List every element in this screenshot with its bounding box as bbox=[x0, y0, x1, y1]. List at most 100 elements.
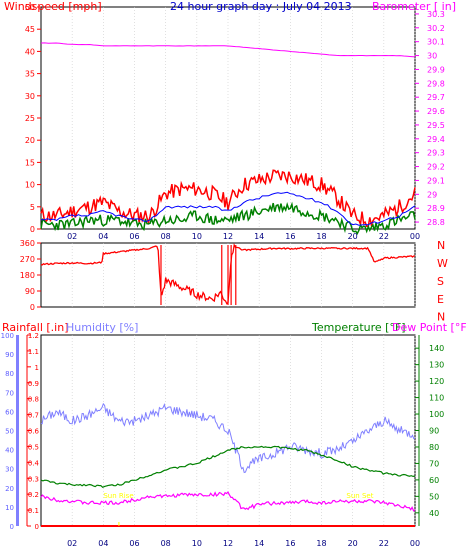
humidity-y-axis: 0 10 20 30 40 50 60 70 80 90 100 bbox=[1, 332, 19, 531]
climate-x-tick-label: 12 bbox=[223, 539, 233, 548]
compass-label: S bbox=[437, 275, 444, 288]
rain-y-tick-label: 0.1 bbox=[28, 507, 39, 515]
barometer-y-tick-label: 30.1 bbox=[427, 38, 445, 47]
wind-y-tick-label: 25 bbox=[25, 114, 35, 123]
humidity-y-tick-label: 70 bbox=[5, 389, 14, 397]
barometer-y-tick-label: 30.3 bbox=[427, 10, 445, 19]
direction-y-tick-label: 270 bbox=[20, 255, 35, 264]
humidity-y-tick-label: 20 bbox=[5, 485, 14, 493]
climate-series bbox=[40, 402, 416, 527]
wind-x-tick-label: 08 bbox=[161, 232, 171, 241]
barometer-y-tick-label: 29.8 bbox=[427, 79, 445, 88]
temperature-y-tick-label: 120 bbox=[429, 377, 444, 386]
humidity-y-tick-label: 60 bbox=[5, 408, 14, 416]
wind-y-tick-label: 50 bbox=[25, 3, 35, 12]
rain-y-tick-label: 0.5 bbox=[28, 443, 39, 451]
temperature-y-tick-label: 130 bbox=[429, 361, 444, 370]
climate-x-tick-label: 22 bbox=[379, 539, 389, 548]
climate-x-tick-label: 10 bbox=[192, 539, 202, 548]
wind-x-tick-label: 18 bbox=[316, 232, 326, 241]
wind-y-tick-label: 35 bbox=[25, 70, 35, 79]
direction-y-tick-label: 360 bbox=[20, 239, 35, 248]
rain-y-axis: 0 0.1 0.2 0.3 0.4 0.5 0.6 0.7 0.8 0.9 1 1.1 1.2 bbox=[26, 332, 40, 531]
direction-series bbox=[40, 243, 415, 305]
wind-series bbox=[40, 42, 416, 236]
rain-y-tick-label: 1 bbox=[35, 364, 39, 372]
rain-y-tick-label: 0.3 bbox=[28, 475, 39, 483]
compass-label: E bbox=[437, 293, 444, 306]
dewpoint-line bbox=[40, 491, 416, 512]
temperature-label: Temperature [°F] bbox=[311, 321, 406, 334]
compass-label: N bbox=[437, 311, 445, 324]
rain-humidity-temp-panel: 0 0.1 0.2 0.3 0.4 0.5 0.6 0.7 0.8 0.9 1 1.1 1.2 0 10 2… bbox=[1, 321, 466, 548]
climate-x-tick-label: 00 bbox=[410, 539, 420, 548]
rain-y-tick-label: 1.1 bbox=[28, 348, 39, 356]
windspeed-label: Windspeed [mph] bbox=[4, 0, 102, 13]
rain-y-tick-label: 0.9 bbox=[28, 380, 39, 388]
wind-x-tick-label: 12 bbox=[223, 232, 233, 241]
barometer-y-tick-label: 29 bbox=[427, 190, 437, 199]
humidity-y-tick-label: 40 bbox=[5, 447, 14, 455]
direction-y-tick-label: 180 bbox=[20, 271, 35, 280]
rain-y-tick-label: 0.4 bbox=[28, 459, 40, 467]
wind-y-tick-label: 5 bbox=[30, 203, 35, 212]
wind-y-tick-label: 40 bbox=[25, 47, 35, 56]
wind-y-tick-label: 20 bbox=[25, 136, 35, 145]
barometer-y-tick-label: 29.9 bbox=[427, 65, 445, 74]
climate-grid bbox=[71, 335, 416, 526]
rain-y-tick-label: 0.6 bbox=[28, 428, 40, 436]
wind-y-tick-label: 10 bbox=[25, 181, 35, 190]
temperature-y-tick-label: 70 bbox=[429, 459, 439, 468]
barometer-y-tick-label: 29.1 bbox=[427, 176, 445, 185]
wind-y-tick-label: 30 bbox=[25, 92, 35, 101]
barometer-y-tick-label: 29.4 bbox=[427, 135, 445, 144]
temperature-y-tick-label: 110 bbox=[429, 394, 444, 403]
humidity-y-tick-label: 50 bbox=[5, 428, 14, 436]
wind-x-tick-label: 00 bbox=[410, 232, 420, 241]
wind-average-line bbox=[40, 201, 416, 236]
barometer-y-tick-label: 29.3 bbox=[427, 149, 445, 158]
temperature-y-axis: 40 50 60 70 80 90 100 110 120 130 140 bbox=[415, 335, 444, 526]
temperature-y-tick-label: 100 bbox=[429, 410, 444, 419]
humidity-y-tick-label: 80 bbox=[5, 370, 14, 378]
climate-x-tick-label: 20 bbox=[348, 539, 358, 548]
humidity-y-tick-label: 90 bbox=[5, 351, 14, 359]
climate-x-tick-label: 06 bbox=[129, 539, 139, 548]
rain-y-tick-label: 1.2 bbox=[28, 332, 39, 340]
wind-x-tick-label: 14 bbox=[254, 232, 264, 241]
dewpoint-label: Dew Point [°F] bbox=[392, 321, 466, 334]
wind-x-tick-label: 20 bbox=[348, 232, 358, 241]
wind-x-tick-label: 02 bbox=[67, 232, 77, 241]
humidity-line bbox=[40, 402, 416, 474]
barometer-y-tick-label: 29.5 bbox=[427, 121, 445, 130]
wind-x-tick-label: 10 bbox=[192, 232, 202, 241]
barometer-y-tick-label: 30 bbox=[427, 52, 437, 61]
temperature-y-tick-label: 60 bbox=[429, 476, 439, 485]
barometer-y-axis: 28.8 28.9 29 29.1 29.2 29.3 29.4 29.5 29.6 29.7 29… bbox=[415, 10, 445, 227]
rain-y-tick-label: 0 bbox=[35, 523, 39, 531]
chart-title: 24 hour graph day : July 04 2013 bbox=[170, 0, 352, 13]
rain-y-tick-label: 0.8 bbox=[28, 396, 39, 404]
sun-rise-label: Sun Rise bbox=[103, 492, 133, 500]
wind-x-axis: 02 04 06 08 10 12 14 16 18 20 22 00 bbox=[67, 232, 420, 241]
wind-y-tick-label: 0 bbox=[30, 225, 35, 234]
rain-y-tick-label: 0.2 bbox=[28, 491, 39, 499]
climate-x-tick-label: 04 bbox=[98, 539, 108, 548]
temperature-y-tick-label: 40 bbox=[429, 509, 439, 518]
compass-label: W bbox=[437, 257, 448, 270]
climate-x-axis: 02 04 06 08 10 12 14 16 18 20 22 00 bbox=[67, 539, 420, 548]
sun-annotations: Sun Rise Sun Set bbox=[103, 492, 374, 526]
temperature-y-tick-label: 50 bbox=[429, 492, 439, 501]
temperature-y-tick-label: 140 bbox=[429, 344, 444, 353]
wind-x-tick-label: 04 bbox=[98, 232, 108, 241]
temperature-y-tick-label: 80 bbox=[429, 443, 439, 452]
wind-y-tick-label: 45 bbox=[25, 25, 35, 34]
barometer-y-tick-label: 29.7 bbox=[427, 93, 445, 102]
barometer-y-tick-label: 29.6 bbox=[427, 107, 445, 116]
barometer-y-tick-label: 29.2 bbox=[427, 163, 445, 172]
rainfall-label: Rainfall [.in] bbox=[2, 321, 69, 334]
wind-x-tick-label: 06 bbox=[129, 232, 139, 241]
